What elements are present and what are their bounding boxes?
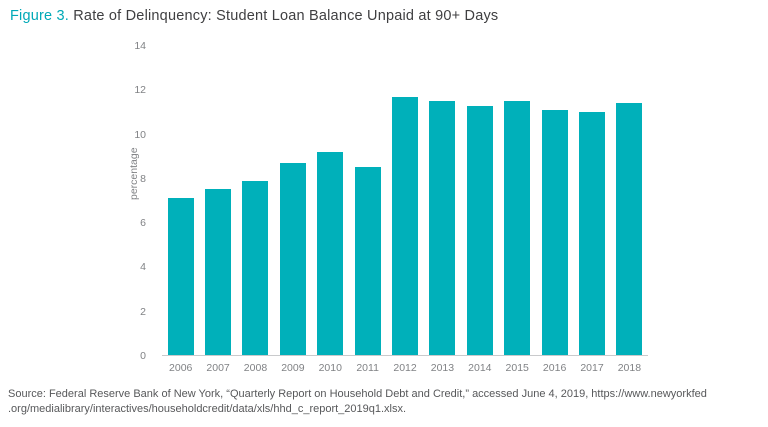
figure-number-label: Figure 3. (10, 8, 70, 24)
y-axis: 0 2 4 6 8 10 12 14 (0, 40, 154, 362)
source-line-2: .org/medialibrary/interactives/household… (8, 403, 407, 415)
bar (578, 112, 605, 355)
bar (466, 105, 493, 355)
x-tick-label: 2011 (356, 362, 379, 374)
bar (279, 162, 306, 355)
x-tick-label: 2007 (206, 362, 230, 374)
y-tick-label: 6 (140, 217, 146, 230)
figure-title: Figure 3. Rate of Delinquency: Student L… (10, 8, 498, 24)
x-tick-label: 2018 (617, 362, 642, 374)
bar-column: 2007 (199, 46, 236, 374)
bar (205, 189, 232, 355)
x-tick-label: 2014 (468, 362, 492, 374)
y-tick-label: 10 (134, 128, 146, 141)
x-tick-label: 2006 (169, 362, 193, 374)
bar (317, 151, 344, 355)
bar-column: 2011 (349, 46, 386, 374)
y-tick-label: 4 (140, 261, 146, 274)
bar (167, 198, 194, 355)
bar-column: 2015 (499, 46, 536, 374)
y-tick-label: 0 (140, 350, 146, 362)
x-tick-label: 2013 (430, 362, 455, 374)
bar-column: 2010 (312, 46, 349, 374)
x-tick-label: 2016 (542, 362, 567, 374)
source-note: Source: Federal Reserve Bank of New York… (8, 387, 764, 417)
bar-column: 2012 (386, 46, 423, 374)
x-tick-label: 2010 (318, 362, 342, 374)
bar-column: 2008 (237, 46, 274, 374)
y-axis-title: percentage (128, 147, 140, 200)
y-tick-label: 8 (140, 172, 146, 185)
bar-column: 2016 (536, 46, 573, 374)
bar-column: 2017 (573, 46, 610, 374)
y-tick-label: 14 (134, 40, 146, 52)
x-tick-label: 2009 (281, 362, 305, 374)
bar-chart: 2006 2007 2008 2009 2010 2011 2012 2013 2014 2015… (162, 46, 648, 374)
bar-column: 2014 (461, 46, 498, 374)
bar-column: 2018 (611, 46, 648, 374)
bar (616, 103, 643, 355)
y-tick-label: 2 (140, 305, 146, 318)
bar (541, 110, 568, 355)
bar (429, 101, 456, 355)
bar-column: 2009 (274, 46, 311, 374)
bar (242, 180, 269, 355)
bars-container: 2006 2007 2008 2009 2010 2011 2012 2013 2014 2015… (162, 46, 648, 374)
x-tick-label: 2008 (243, 362, 268, 374)
x-tick-label: 2012 (393, 362, 417, 374)
x-tick-label: 2015 (505, 362, 529, 374)
bar (392, 96, 419, 355)
x-tick-label: 2017 (580, 362, 604, 374)
bar-column: 2006 (162, 46, 199, 374)
y-tick-label: 12 (134, 84, 146, 97)
source-line-1: Source: Federal Reserve Bank of New York… (8, 388, 707, 400)
figure-title-text: Rate of Delinquency: Student Loan Balanc… (69, 8, 499, 24)
bar (354, 167, 381, 355)
bar-column: 2013 (424, 46, 461, 374)
bar (504, 101, 531, 355)
